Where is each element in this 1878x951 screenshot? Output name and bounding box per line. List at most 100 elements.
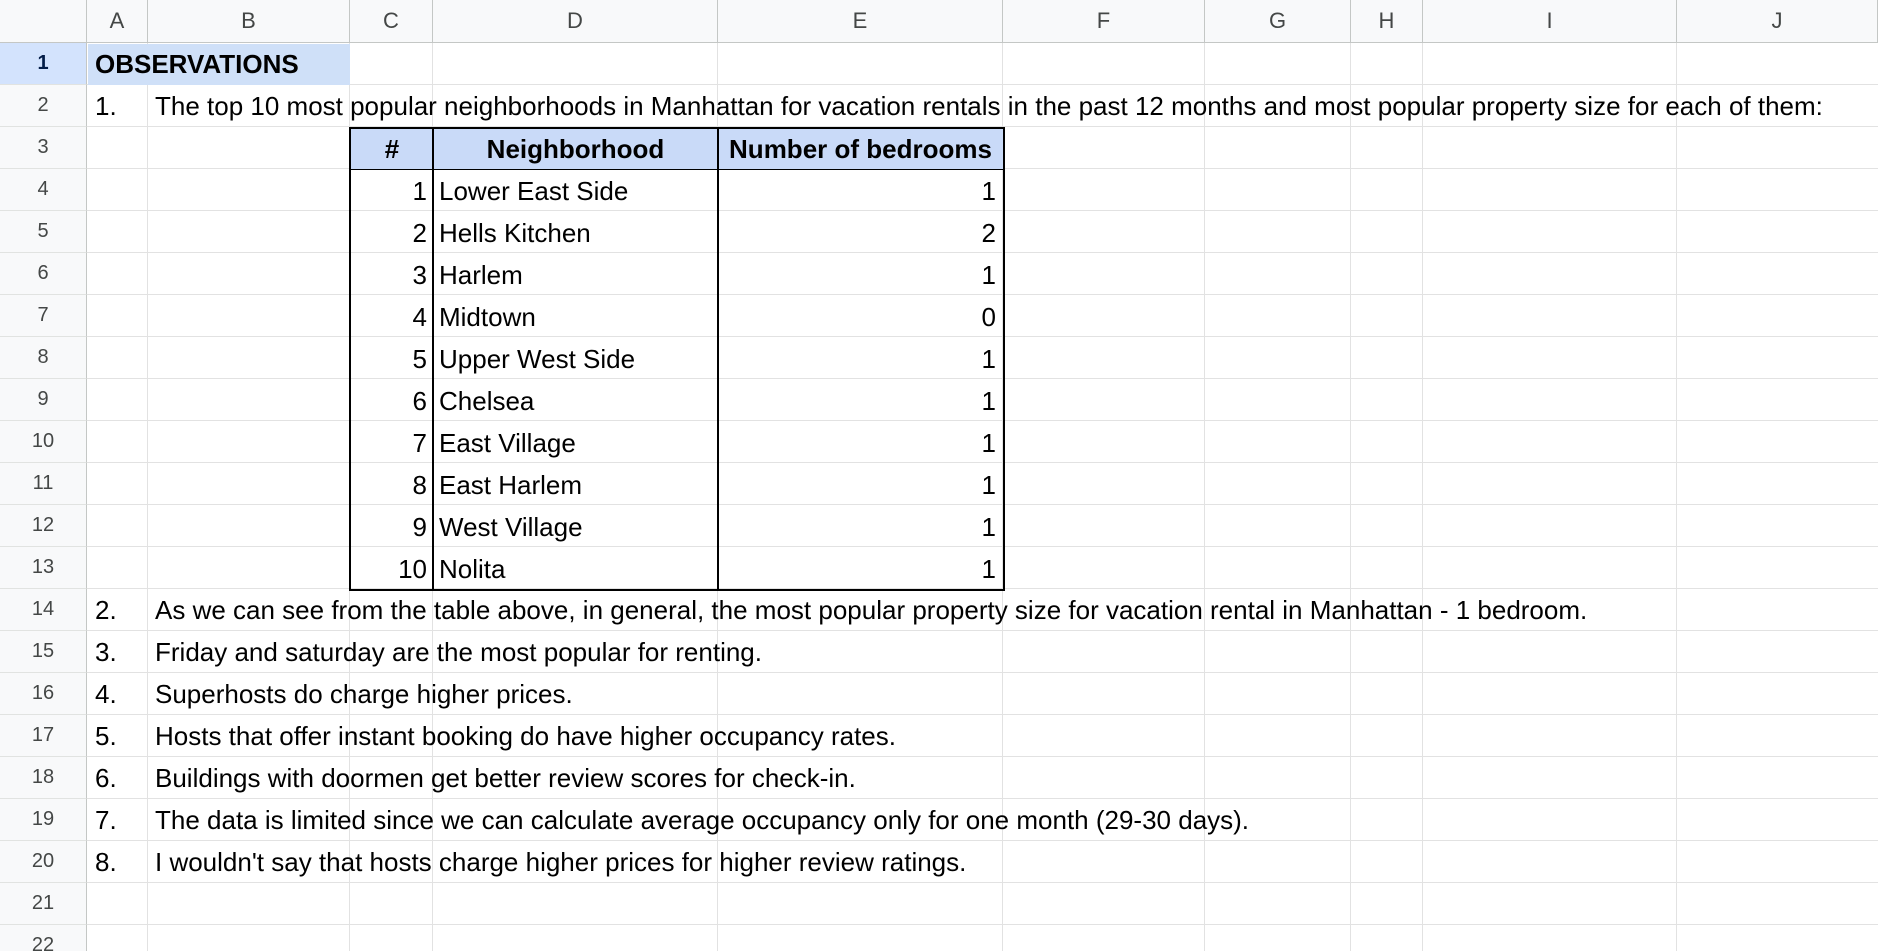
table-header-fill: [351, 128, 1003, 170]
column-header-e[interactable]: E: [718, 0, 1003, 43]
column-header-i[interactable]: I: [1423, 0, 1677, 43]
row-header-11[interactable]: 11: [0, 463, 87, 505]
column-header-b[interactable]: B: [148, 0, 350, 43]
table-header-divider: [349, 169, 1005, 170]
row-header-22[interactable]: 22: [0, 925, 87, 951]
row-header-16[interactable]: 16: [0, 673, 87, 715]
table-cell-rank[interactable]: 6: [412, 386, 427, 416]
row-header-3[interactable]: 3: [0, 127, 87, 169]
column-header-a[interactable]: A: [87, 0, 148, 43]
table-cell-neighborhood[interactable]: Chelsea: [439, 386, 535, 416]
observation-text-cell[interactable]: Buildings with doormen get better review…: [155, 763, 856, 793]
row-gridline: [87, 588, 1878, 589]
column-header-g[interactable]: G: [1205, 0, 1351, 43]
column-header-c[interactable]: C: [350, 0, 433, 43]
column-gridline: [1676, 43, 1677, 951]
column-header-d[interactable]: D: [433, 0, 718, 43]
column-header-j[interactable]: J: [1677, 0, 1878, 43]
table-cell-neighborhood[interactable]: Midtown: [439, 302, 536, 332]
observation-number-cell[interactable]: 4.: [95, 679, 117, 709]
table-cell-neighborhood[interactable]: East Harlem: [439, 470, 583, 500]
row-header-8[interactable]: 8: [0, 337, 87, 379]
select-all-corner[interactable]: [0, 0, 87, 43]
row-gridline: [87, 378, 1878, 379]
row-header-5[interactable]: 5: [0, 211, 87, 253]
column-header-h[interactable]: H: [1351, 0, 1423, 43]
row-gridline: [87, 798, 1878, 799]
row-header-18[interactable]: 18: [0, 757, 87, 799]
observation-number-cell[interactable]: 3.: [95, 637, 117, 667]
row-gridline: [87, 504, 1878, 505]
table-cell-neighborhood[interactable]: Upper West Side: [439, 344, 636, 374]
observation-text-cell[interactable]: Superhosts do charge higher prices.: [155, 679, 573, 709]
observation-text-cell[interactable]: The data is limited since we can calcula…: [155, 805, 1250, 835]
table-cell-neighborhood[interactable]: Nolita: [439, 554, 506, 584]
table-cell-neighborhood[interactable]: East Village: [439, 428, 576, 458]
table-border-vertical-2: [717, 127, 719, 591]
row-gridline: [87, 462, 1878, 463]
observation-number-cell[interactable]: 7.: [95, 805, 117, 835]
observation-text-cell[interactable]: I wouldn't say that hosts charge higher …: [155, 847, 967, 877]
row-header-20[interactable]: 20: [0, 841, 87, 883]
table-header-bedrooms[interactable]: Number of bedrooms: [729, 134, 992, 164]
row-header-2[interactable]: 2: [0, 85, 87, 127]
row-gridline: [87, 756, 1878, 757]
observation-text-cell[interactable]: Hosts that offer instant booking do have…: [155, 721, 896, 751]
observation-number-cell[interactable]: 2.: [95, 595, 117, 625]
row-header-9[interactable]: 9: [0, 379, 87, 421]
observation-number-cell[interactable]: 8.: [95, 847, 117, 877]
row-header-21[interactable]: 21: [0, 883, 87, 925]
table-cell-bedrooms[interactable]: 1: [981, 260, 996, 290]
table-cell-rank[interactable]: 5: [412, 344, 427, 374]
table-header-rank[interactable]: #: [384, 134, 400, 164]
table-cell-bedrooms[interactable]: 1: [981, 554, 996, 584]
table-cell-neighborhood[interactable]: West Village: [439, 512, 583, 542]
table-border-vertical-3: [1003, 127, 1005, 591]
intro-text-cell[interactable]: The top 10 most popular neighborhoods in…: [155, 91, 1823, 121]
row-header-6[interactable]: 6: [0, 253, 87, 295]
table-border-vertical-1: [432, 127, 434, 591]
observation-text-cell[interactable]: As we can see from the table above, in g…: [155, 595, 1588, 625]
table-cell-rank[interactable]: 4: [412, 302, 427, 332]
table-cell-bedrooms[interactable]: 1: [981, 470, 996, 500]
column-header-f[interactable]: F: [1003, 0, 1205, 43]
table-cell-rank[interactable]: 10: [398, 554, 427, 584]
row-header-12[interactable]: 12: [0, 505, 87, 547]
row-header-1[interactable]: 1: [0, 43, 87, 85]
table-header-neighborhood[interactable]: Neighborhood: [486, 134, 665, 164]
row-header-13[interactable]: 13: [0, 547, 87, 589]
table-cell-rank[interactable]: 8: [412, 470, 427, 500]
observation-number-cell[interactable]: 6.: [95, 763, 117, 793]
table-cell-bedrooms[interactable]: 1: [981, 386, 996, 416]
table-cell-bedrooms[interactable]: 0: [981, 302, 996, 332]
row-header-19[interactable]: 19: [0, 799, 87, 841]
table-cell-neighborhood[interactable]: Lower East Side: [439, 176, 629, 206]
table-cell-bedrooms[interactable]: 1: [981, 428, 996, 458]
table-cell-rank[interactable]: 9: [412, 512, 427, 542]
row-header-10[interactable]: 10: [0, 421, 87, 463]
title-cell[interactable]: OBSERVATIONS: [95, 49, 299, 79]
table-cell-neighborhood[interactable]: Harlem: [439, 260, 523, 290]
row-header-15[interactable]: 15: [0, 631, 87, 673]
table-cell-rank[interactable]: 2: [412, 218, 427, 248]
observation-text-cell[interactable]: Friday and saturday are the most popular…: [155, 637, 762, 667]
table-cell-rank[interactable]: 3: [412, 260, 427, 290]
table-cell-bedrooms[interactable]: 1: [981, 344, 996, 374]
table-cell-bedrooms[interactable]: 1: [981, 176, 996, 206]
row-header-14[interactable]: 14: [0, 589, 87, 631]
row-gridline: [87, 210, 1878, 211]
column-gridline: [1422, 43, 1423, 951]
intro-number-cell[interactable]: 1.: [95, 91, 117, 121]
table-cell-neighborhood[interactable]: Hells Kitchen: [439, 218, 591, 248]
observation-number-cell[interactable]: 5.: [95, 721, 117, 751]
table-cell-rank[interactable]: 1: [412, 176, 427, 206]
table-cell-bedrooms[interactable]: 1: [981, 512, 996, 542]
row-header-7[interactable]: 7: [0, 295, 87, 337]
row-gridline: [87, 924, 1878, 925]
row-gridline: [87, 252, 1878, 253]
table-cell-bedrooms[interactable]: 2: [981, 218, 996, 248]
row-header-4[interactable]: 4: [0, 169, 87, 211]
row-header-17[interactable]: 17: [0, 715, 87, 757]
table-cell-rank[interactable]: 7: [412, 428, 427, 458]
